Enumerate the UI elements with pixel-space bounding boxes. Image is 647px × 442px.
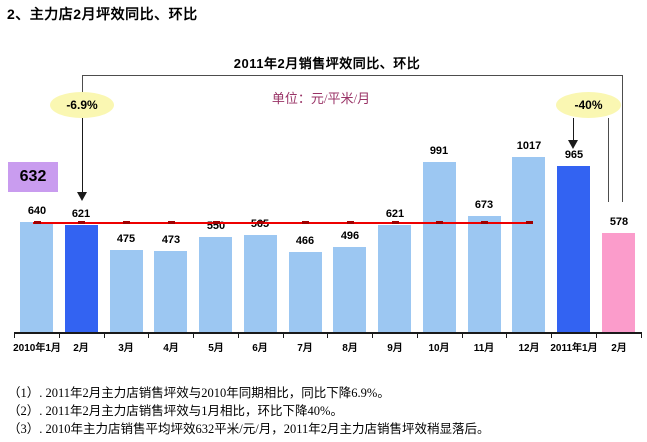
mom-bracket-inner-drop [608,118,609,202]
x-axis-tick [148,334,149,338]
x-axis-tick [417,334,418,338]
bar-value-label: 965 [564,149,584,161]
chart-title: 2011年2月销售坪效同比、环比 [233,56,421,71]
bar-2011年1月 [557,166,590,332]
bar-10月 [423,162,456,332]
bar-value-label: 621 [385,208,405,220]
bar-value-label: 565 [250,218,270,230]
bar-6月 [244,235,277,332]
yoy-bracket-left-drop [82,75,83,94]
bar-9月 [378,225,411,332]
x-axis-tick [596,334,597,338]
bar-value-label: 991 [429,145,449,157]
bar-value-label: 578 [609,216,629,228]
footnote-1: （1）. 2011年2月主力店销售坪效与2010年同期相比，同比下降6.9%。 [8,386,390,400]
average-value-box: 632 [8,162,58,192]
x-axis-tick [59,334,60,338]
x-axis-label: 12月 [518,343,540,354]
x-axis-label: 9月 [387,343,403,354]
x-axis-label: 6月 [252,343,268,354]
bar-4月 [154,251,187,332]
x-axis-tick [327,334,328,338]
x-axis-tick [283,334,284,338]
bar-value-label: 1017 [516,140,542,152]
x-axis-label: 2010年1月 [13,343,61,354]
yoy-arrow-head [77,192,87,201]
yoy-arrow-line [82,118,83,192]
x-axis-tick [193,334,194,338]
x-axis-tick [462,334,463,338]
x-axis-label: 3月 [118,343,134,354]
x-axis-label: 10月 [428,343,450,354]
average-line [33,222,533,224]
mom-change-callout: -40% [556,92,621,118]
x-axis-label: 8月 [342,343,358,354]
bar-2月 [602,233,635,332]
x-axis-tick [641,334,642,338]
average-line-marker [34,221,41,224]
bar-value-label: 496 [340,230,360,242]
bar-value-label: 640 [27,205,47,217]
bar-2010年1月 [20,222,53,332]
average-line-marker [436,221,443,224]
x-axis-tick [551,334,552,338]
yoy-change-callout: -6.9% [50,92,114,118]
average-line-marker [123,221,130,224]
x-axis-label: 2011年1月 [550,343,598,354]
x-axis-tick [104,334,105,338]
bar-value-label: 673 [474,199,494,211]
plot-area: 640 2010年1月 621 2月 475 3月 473 4月 550 5月 565 6月 466 7月… [13,140,642,354]
average-line-marker [213,221,220,224]
x-axis-label: 7月 [297,343,313,354]
x-axis-tick [238,334,239,338]
bar-12月 [512,157,545,332]
x-axis-line [14,332,642,334]
x-axis-label: 2月 [611,343,627,354]
yoy-bracket-horizontal-line [82,75,623,76]
average-line-marker [168,221,175,224]
footnote-3: （3）. 2010年主力店销售平均坪效632平米/元/月，2011年2月主力店销… [8,422,490,436]
average-line-marker [257,221,264,224]
bar-11月 [468,216,501,332]
bar-8月 [333,247,366,332]
average-line-marker [526,221,533,224]
x-axis-label: 2月 [73,343,89,354]
average-line-marker [78,221,85,224]
bar-2月 [65,225,98,332]
average-line-marker [347,221,354,224]
x-axis-label: 5月 [208,343,224,354]
footnote-2: （2）. 2011年2月主力店销售坪效与1月相比，环比下降40%。 [8,404,343,418]
yoy-bracket-right-drop [622,75,623,202]
mom-arrow-line [573,118,574,140]
bar-5月 [199,237,232,332]
x-axis-tick [506,334,507,338]
bar-value-label: 466 [295,235,315,247]
average-line-marker [392,221,399,224]
chart-unit-label: 单位：元/平米/月 [271,91,371,106]
bar-value-label: 621 [71,208,91,220]
bar-value-label: 475 [116,233,136,245]
x-axis-label: 11月 [473,343,495,354]
x-axis-label: 4月 [163,343,179,354]
page-title: 2、主力店2月坪效同比、环比 [7,6,198,22]
x-axis-tick [14,334,15,338]
x-axis-tick [372,334,373,338]
bar-value-label: 473 [161,234,181,246]
mom-arrow-head [568,140,578,149]
average-line-marker [302,221,309,224]
average-line-marker [481,221,488,224]
bar-7月 [289,252,322,332]
bar-3月 [110,250,143,332]
